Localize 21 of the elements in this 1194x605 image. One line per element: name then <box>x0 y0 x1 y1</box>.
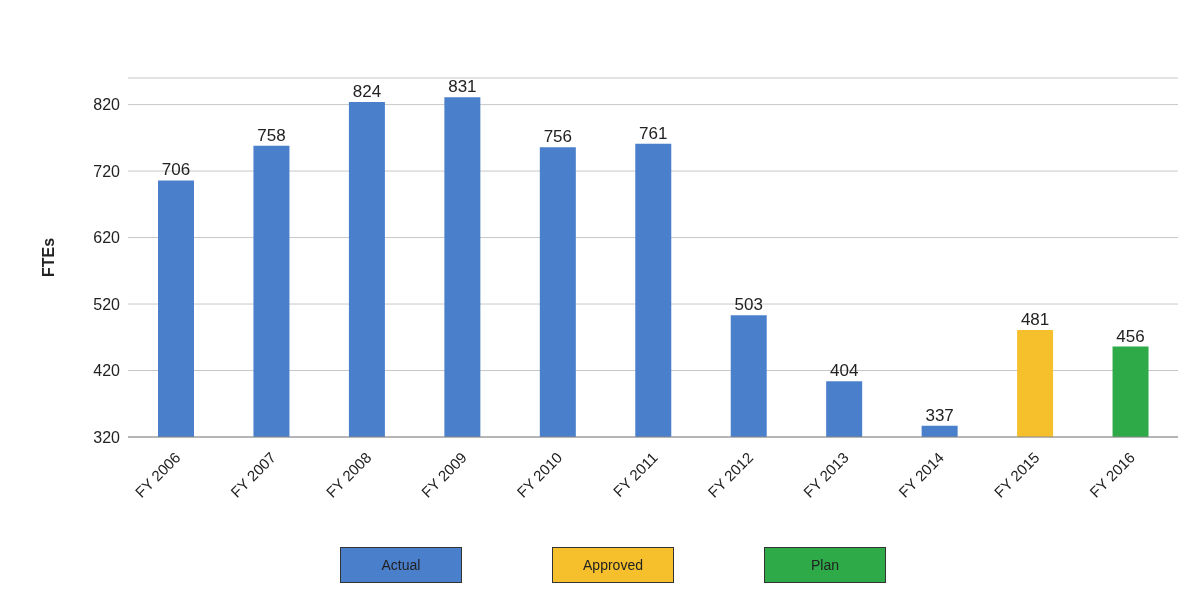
y-tick-label: 620 <box>93 229 121 247</box>
text: Plan <box>764 547 886 583</box>
data-label: 831 <box>448 77 477 97</box>
y-axis-title: FTEs <box>39 237 57 278</box>
y-tick-label: 520 <box>93 295 121 313</box>
data-label: 824 <box>352 81 382 101</box>
y-tick-label: 420 <box>93 362 121 380</box>
data-label: 503 <box>734 295 763 315</box>
data-label: 756 <box>543 127 573 147</box>
y-tick-label: 820 <box>93 96 121 114</box>
text: Approved <box>552 547 674 583</box>
data-label: 456 <box>1116 326 1145 346</box>
data-label: 481 <box>1020 309 1050 329</box>
data-label: 706 <box>161 160 191 180</box>
data-label: 758 <box>257 125 286 145</box>
data-label: 337 <box>925 405 954 425</box>
data-label: 761 <box>639 123 668 143</box>
y-tick-label: 720 <box>93 162 121 180</box>
data-label: 404 <box>829 361 859 381</box>
y-tick-label: 320 <box>93 428 121 446</box>
text: Actual <box>340 547 462 583</box>
